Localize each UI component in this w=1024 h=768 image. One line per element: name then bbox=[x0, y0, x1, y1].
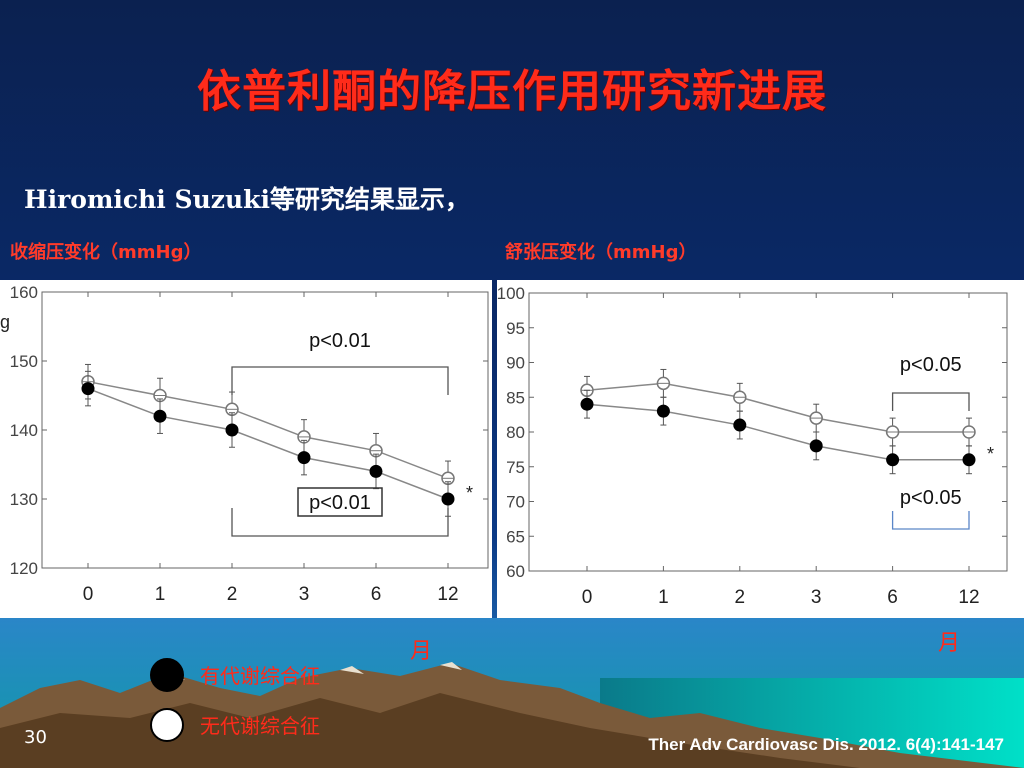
x-tick-label: 12 bbox=[958, 587, 979, 608]
y-axis-label-fragment: g bbox=[0, 312, 10, 332]
data-point-filled bbox=[962, 453, 976, 467]
significance-bracket bbox=[891, 392, 970, 411]
y-tick-label: 65 bbox=[506, 527, 525, 546]
x-tick-label: 0 bbox=[582, 587, 593, 608]
mountain-background bbox=[0, 618, 1024, 768]
legend-label-with-ms: 有代谢综合征 bbox=[200, 664, 320, 688]
significance-bracket bbox=[891, 511, 970, 530]
systolic-chart-label: 收缩压变化（mmHg） bbox=[10, 242, 202, 263]
significance-star: * bbox=[987, 444, 994, 464]
y-tick-label: 75 bbox=[506, 458, 525, 477]
data-point-filled bbox=[580, 397, 594, 411]
data-point-filled bbox=[733, 418, 747, 432]
y-tick-label: 60 bbox=[506, 562, 525, 581]
data-point-filled bbox=[441, 492, 455, 506]
systolic-month-label: 月 bbox=[410, 639, 433, 664]
data-point-filled bbox=[225, 423, 239, 437]
y-tick-label: 160 bbox=[10, 283, 38, 302]
x-tick-label: 3 bbox=[811, 587, 822, 608]
significance-bracket bbox=[231, 366, 449, 395]
legend-filled-circle-icon bbox=[150, 658, 184, 692]
data-point-filled bbox=[81, 382, 95, 396]
data-point-filled bbox=[153, 409, 167, 423]
data-point-filled bbox=[369, 464, 383, 478]
y-tick-label: 85 bbox=[506, 388, 525, 407]
x-tick-label: 0 bbox=[83, 584, 94, 605]
slide-subtitle: Hiromichi Suzuki等研究结果显示， bbox=[24, 185, 470, 214]
p-value-label: p<0.01 bbox=[309, 492, 371, 514]
slide-title: 依普利酮的降压作用研究新进展 bbox=[197, 66, 827, 117]
p-value-label: p<0.01 bbox=[309, 330, 371, 352]
legend-label-without-ms: 无代谢综合征 bbox=[200, 714, 320, 738]
y-tick-label: 100 bbox=[497, 284, 525, 303]
x-tick-label: 2 bbox=[227, 584, 238, 605]
y-tick-label: 140 bbox=[10, 421, 38, 440]
p-value-label: p<0.05 bbox=[900, 354, 962, 376]
data-point-filled bbox=[656, 404, 670, 418]
p-value-label: p<0.05 bbox=[900, 487, 962, 509]
significance-bracket bbox=[231, 508, 449, 537]
y-tick-label: 90 bbox=[506, 354, 525, 373]
y-tick-label: 80 bbox=[506, 423, 525, 442]
diastolic-chart-label: 舒张压变化（mmHg） bbox=[505, 242, 697, 263]
x-tick-label: 12 bbox=[437, 584, 458, 605]
x-tick-label: 6 bbox=[887, 587, 898, 608]
y-tick-label: 120 bbox=[10, 559, 38, 578]
x-tick-label: 2 bbox=[735, 587, 746, 608]
p-value-box bbox=[297, 487, 383, 517]
x-tick-label: 3 bbox=[299, 584, 310, 605]
significance-star: * bbox=[466, 483, 473, 503]
data-point-filled bbox=[886, 453, 900, 467]
data-point-filled bbox=[809, 439, 823, 453]
y-tick-label: 150 bbox=[10, 352, 38, 371]
series-line bbox=[586, 382, 969, 433]
series-line bbox=[87, 387, 449, 500]
page-number: 30 bbox=[24, 727, 47, 748]
x-tick-label: 1 bbox=[658, 587, 669, 608]
y-tick-label: 70 bbox=[506, 493, 525, 512]
legend-open-circle-icon bbox=[150, 708, 184, 742]
citation: Ther Adv Cardiovasc Dis. 2012. 6(4):141-… bbox=[648, 735, 1004, 754]
data-point-filled bbox=[297, 451, 311, 465]
diastolic-chart-panel: 60 65 70 75 80 85 90 95 100 0 1 2 3 6 12 p<0.05 p<0.05 * bbox=[497, 280, 1024, 620]
series-line bbox=[586, 403, 969, 461]
series-line bbox=[87, 380, 449, 480]
systolic-chart-panel: 120 130 140 150 160 0 1 2 3 6 12 p<0.01 p<0.01 * g bbox=[0, 280, 492, 618]
plot-frame bbox=[41, 291, 489, 569]
y-tick-label: 95 bbox=[506, 319, 525, 338]
y-tick-label: 130 bbox=[10, 490, 38, 509]
diastolic-month-label: 月 bbox=[938, 631, 961, 656]
x-tick-label: 1 bbox=[155, 584, 166, 605]
x-tick-label: 6 bbox=[371, 584, 382, 605]
